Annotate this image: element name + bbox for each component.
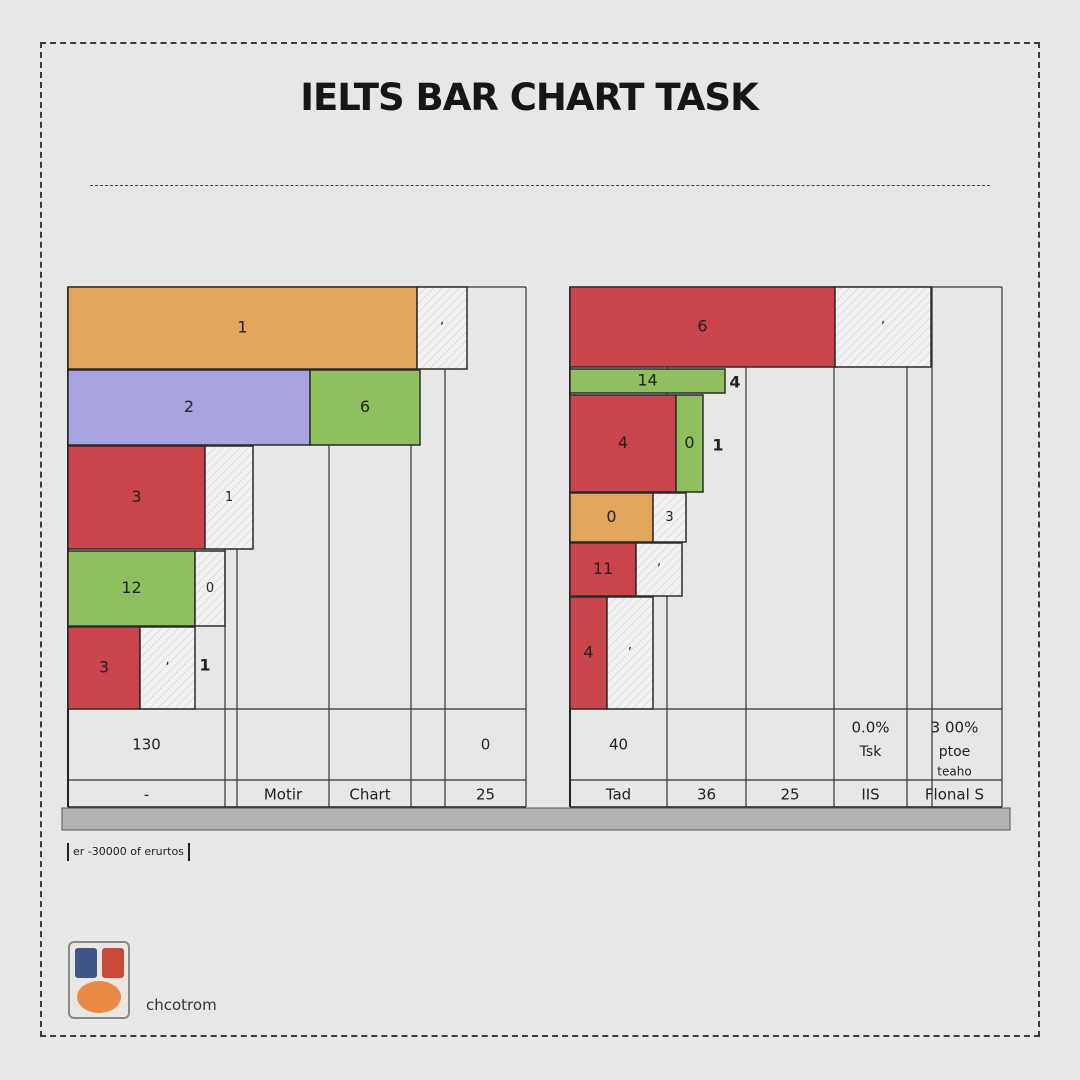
outside-label: 1	[712, 436, 723, 455]
bar-label: 3	[131, 487, 141, 506]
bar-label: 6	[697, 317, 707, 336]
bar-segment	[309, 369, 421, 446]
title-divider	[90, 185, 990, 186]
table-top-cell: 40	[609, 736, 628, 754]
bar-segment	[675, 394, 704, 493]
table-bottom-cell: Tad	[605, 786, 631, 804]
bar-segment	[194, 550, 226, 627]
outside-label: 4	[729, 373, 740, 392]
bar-label: 12	[121, 578, 141, 597]
table-bottom-cell: 36	[697, 786, 716, 804]
table-bottom-cell: IIS	[861, 786, 879, 804]
bar-segment	[204, 445, 254, 550]
bar-label: 4	[618, 433, 628, 452]
bar-label: ʼ	[881, 320, 885, 335]
bar-label: 1	[237, 318, 247, 337]
bar-segment	[67, 626, 141, 710]
table-bottom-cell: Chart	[349, 786, 390, 804]
table-top-cell: 0	[481, 736, 491, 754]
chart-panel-2	[569, 286, 1003, 808]
bar-segment	[416, 286, 468, 370]
table-bottom-cell: Motir	[264, 786, 303, 804]
bar-label: 4	[583, 643, 593, 662]
chart-frame	[40, 42, 1040, 1037]
bar-label: 0	[684, 433, 694, 452]
bar-segment	[569, 492, 654, 543]
table-bottom-cell: -	[144, 786, 149, 804]
table-bottom-cell: Flonal S	[925, 786, 984, 804]
bar-label: 0	[606, 507, 616, 526]
chart-panel-1	[67, 286, 527, 808]
bar-segment	[569, 368, 726, 394]
table-top-cell: 130	[132, 736, 161, 754]
bar-label: 2	[184, 397, 194, 416]
bar-label: 3	[99, 658, 109, 677]
bar-label: 14	[637, 371, 657, 390]
brand-logo	[68, 941, 130, 1019]
footnote: er -30000 of erurtos	[67, 843, 190, 861]
table-top-cell: Tsk	[859, 744, 883, 760]
bar-segment	[635, 542, 683, 597]
bar-segment	[67, 369, 311, 446]
bar-label: 1	[225, 490, 233, 505]
bar-label: 6	[360, 397, 370, 416]
table-top-cell: 3 00%	[931, 719, 979, 737]
table-bottom-cell: 25	[780, 786, 799, 804]
bar-label: 3	[665, 510, 673, 525]
bar-segment	[569, 286, 836, 368]
bar-label: 0	[206, 581, 214, 596]
bar-segment	[606, 596, 654, 710]
bar-segment	[139, 626, 196, 710]
bar-label: ʼ	[165, 661, 169, 676]
bar-segment	[834, 286, 932, 368]
bar-segment	[569, 542, 637, 597]
table-bottom-cell: 25	[476, 786, 495, 804]
table-top-cell: teaho	[937, 765, 971, 779]
bar-label: ʼ	[628, 646, 632, 661]
table-top-cell: 0.0%	[851, 719, 889, 737]
brand-name: chcotrom	[146, 996, 217, 1014]
bar-label: ʼ	[657, 562, 661, 577]
bar-segment	[67, 550, 196, 627]
outside-label: 1	[199, 656, 210, 675]
bar-segment	[67, 286, 418, 370]
bar-label: 11	[593, 559, 613, 578]
chart-baseline-bar	[61, 807, 1011, 831]
chart-title: IELTS BAR CHART TASK	[300, 76, 759, 119]
table-top-cell: ptoe	[939, 744, 971, 760]
bar-label: ʼ	[440, 321, 444, 336]
bar-segment	[652, 492, 687, 543]
